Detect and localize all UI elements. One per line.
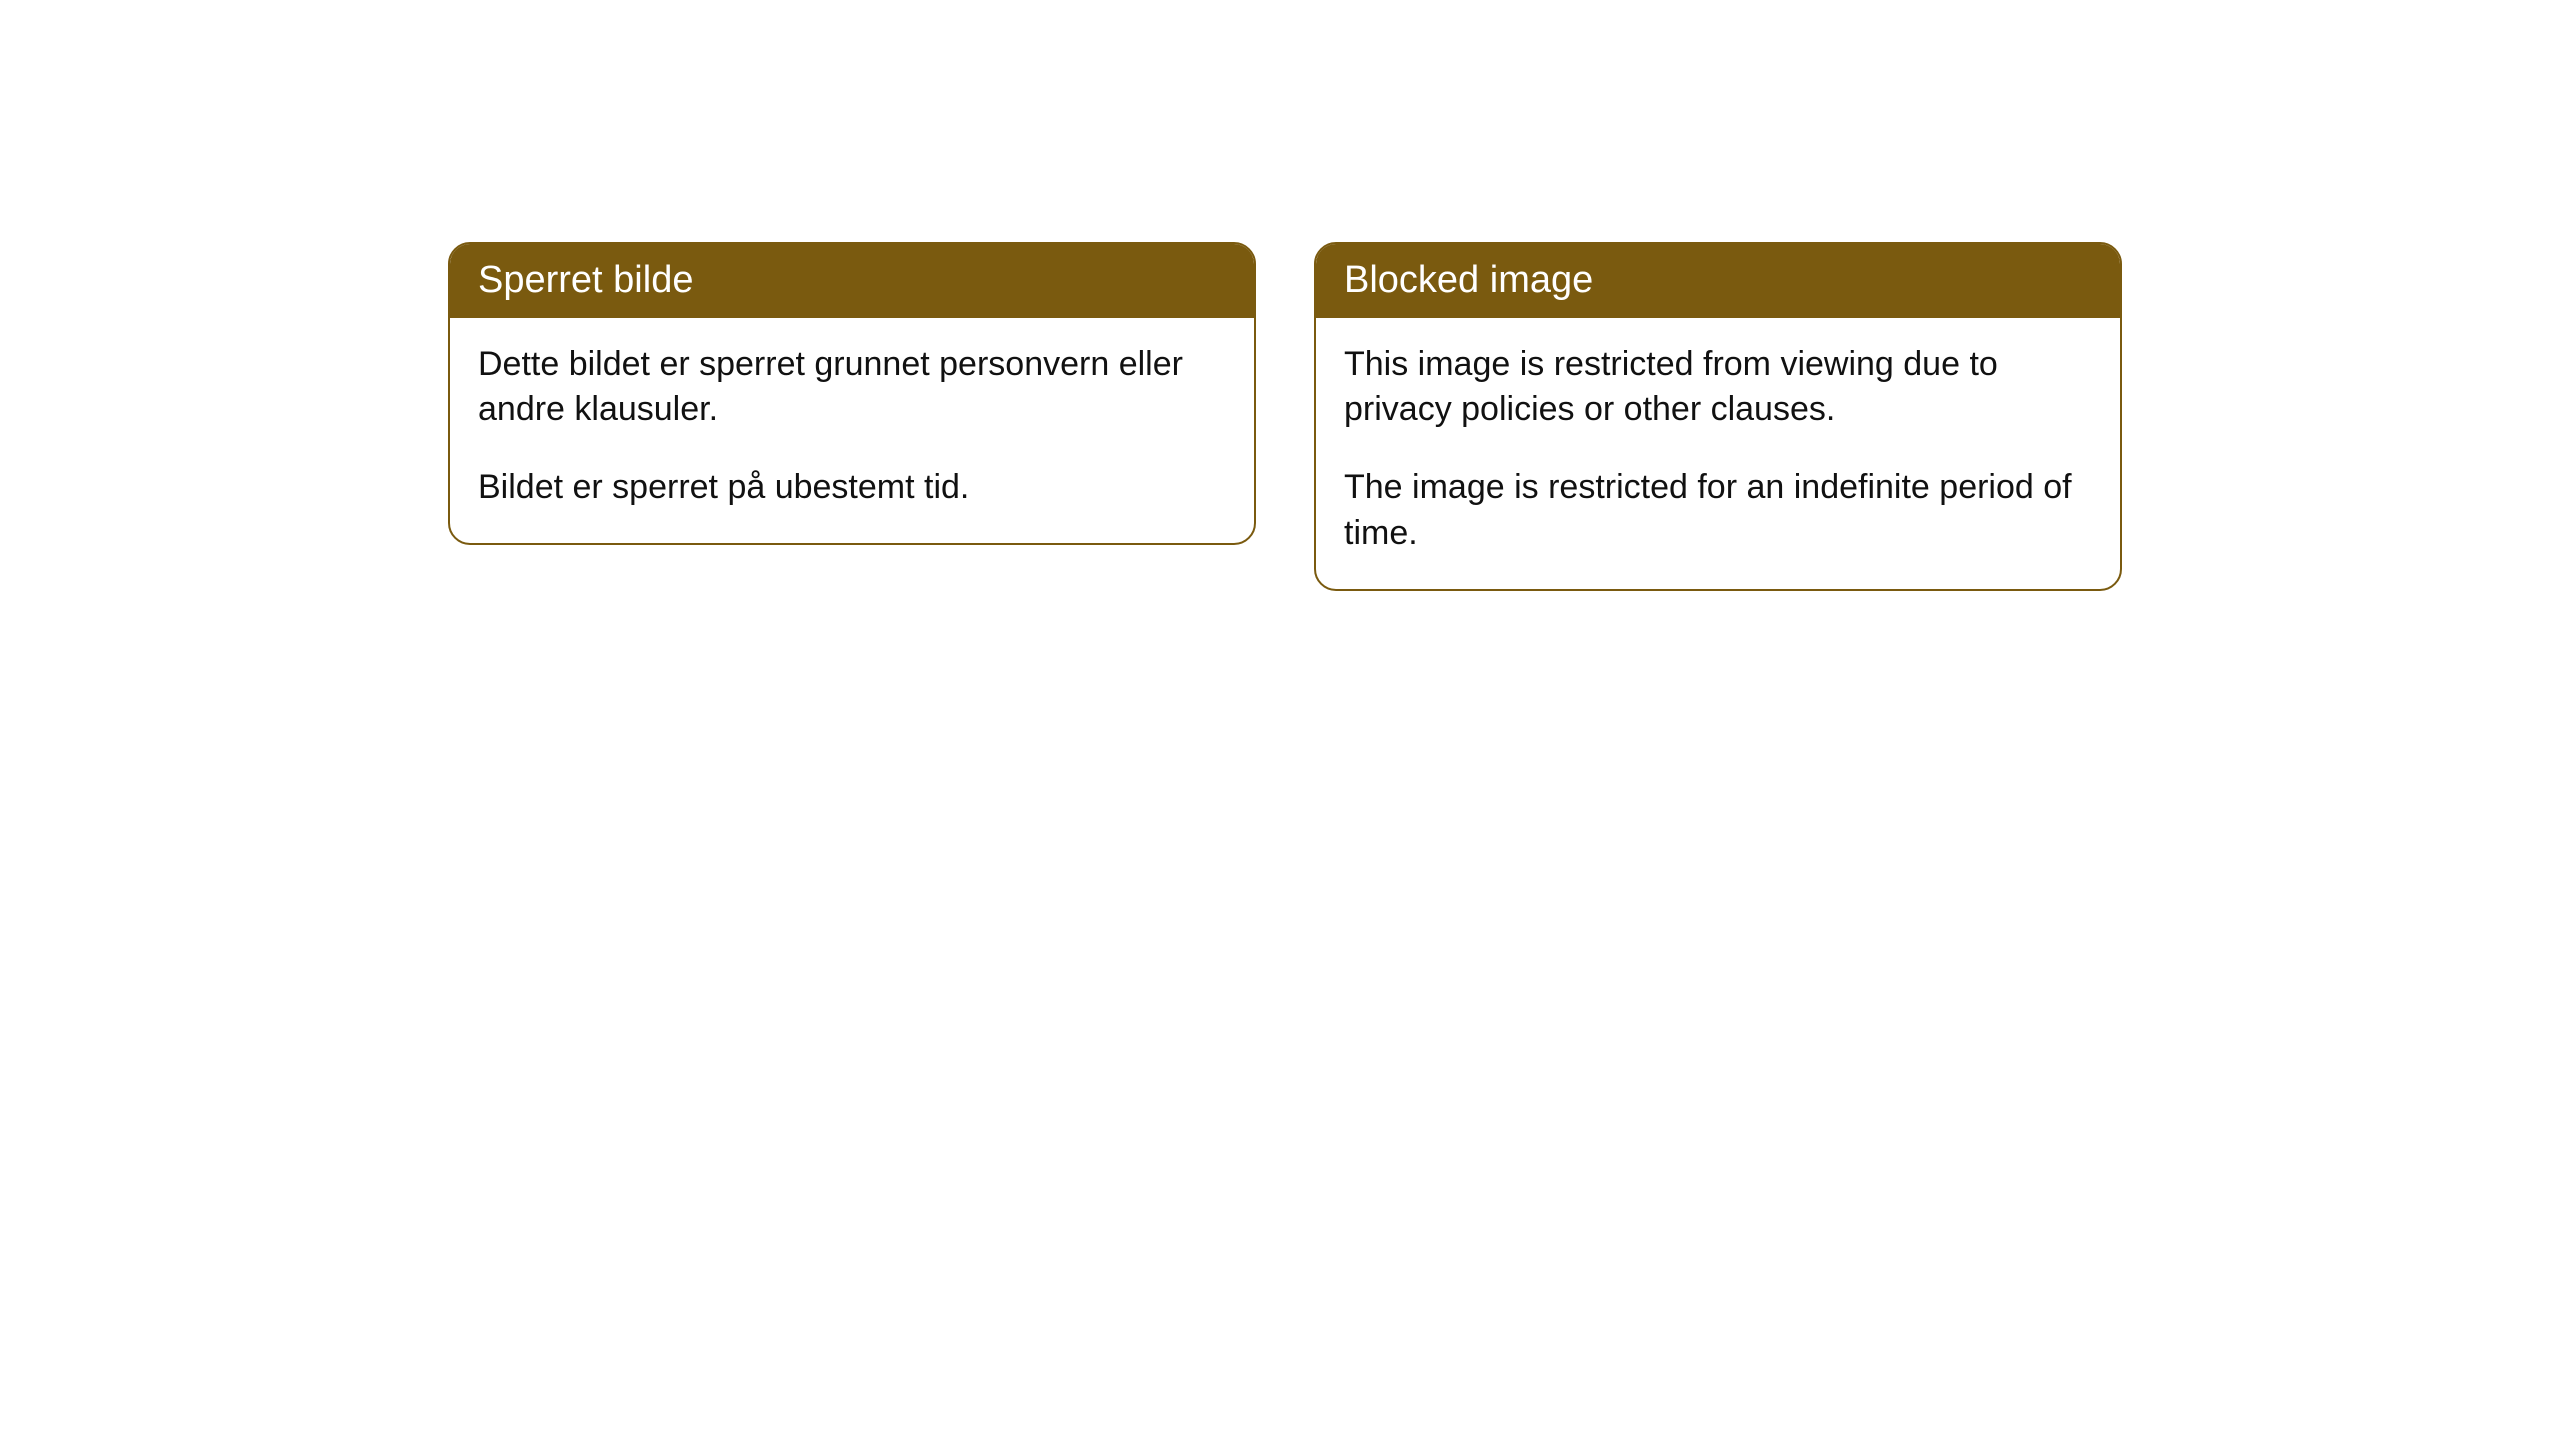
blocked-image-card-en: Blocked image This image is restricted f… (1314, 242, 2122, 591)
blocked-image-card-no: Sperret bilde Dette bildet er sperret gr… (448, 242, 1256, 545)
card-body-en: This image is restricted from viewing du… (1316, 318, 2120, 590)
card-body-para2-en: The image is restricted for an indefinit… (1344, 465, 2092, 557)
card-body-no: Dette bildet er sperret grunnet personve… (450, 318, 1254, 544)
card-header-no: Sperret bilde (450, 244, 1254, 318)
card-header-en: Blocked image (1316, 244, 2120, 318)
card-body-para2-no: Bildet er sperret på ubestemt tid. (478, 465, 1226, 511)
card-body-para1-en: This image is restricted from viewing du… (1344, 342, 2092, 434)
card-body-para1-no: Dette bildet er sperret grunnet personve… (478, 342, 1226, 434)
